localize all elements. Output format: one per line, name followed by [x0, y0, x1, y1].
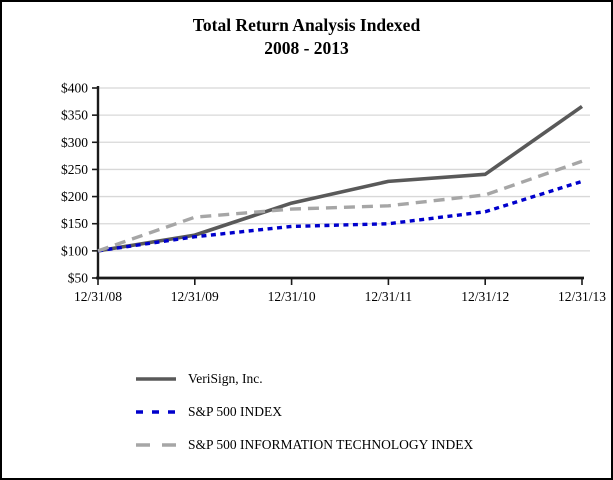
- y-tick-label: $400: [61, 81, 88, 96]
- x-tick-label: 12/31/11: [365, 289, 413, 304]
- y-tick-label: $300: [61, 135, 88, 150]
- series-line-0: [97, 104, 584, 253]
- chart-title-line1: Total Return Analysis Indexed: [192, 15, 421, 35]
- y-tick-label: $200: [61, 189, 88, 204]
- y-tick-label: $50: [68, 271, 89, 286]
- legend-label-sp500-it: S&P 500 INFORMATION TECHNOLOGY INDEX: [188, 436, 474, 452]
- x-tick-label: 12/31/12: [461, 289, 509, 304]
- x-tick-label: 12/31/10: [268, 289, 316, 304]
- x-tick-label: 12/31/08: [74, 289, 122, 304]
- y-tick-label: $150: [61, 216, 88, 231]
- y-tick-label: $250: [61, 162, 88, 177]
- chart-legend: VeriSign, Inc. S&P 500 INDEX S&P 500 INF…: [136, 362, 473, 461]
- chart-title: Total Return Analysis Indexed 2008 - 201…: [2, 14, 611, 60]
- legend-label-sp500: S&P 500 INDEX: [188, 403, 283, 419]
- y-tick-label: $100: [61, 243, 88, 258]
- legend-label-verisign: VeriSign, Inc.: [188, 370, 263, 386]
- x-tick-label: 12/31/09: [171, 289, 219, 304]
- legend-item-verisign: VeriSign, Inc.: [136, 362, 473, 395]
- legend-item-sp500-it: S&P 500 INFORMATION TECHNOLOGY INDEX: [136, 428, 473, 461]
- sp500-it-line-swatch-icon: [136, 442, 176, 447]
- verisign-line-swatch-icon: [136, 376, 176, 381]
- legend-item-sp500: S&P 500 INDEX: [136, 395, 473, 428]
- y-tick-label: $350: [61, 108, 88, 123]
- x-tick-label: 12/31/13: [558, 289, 606, 304]
- sp500-line-swatch-icon: [136, 409, 176, 414]
- chart-title-line2: 2008 - 2013: [264, 38, 349, 58]
